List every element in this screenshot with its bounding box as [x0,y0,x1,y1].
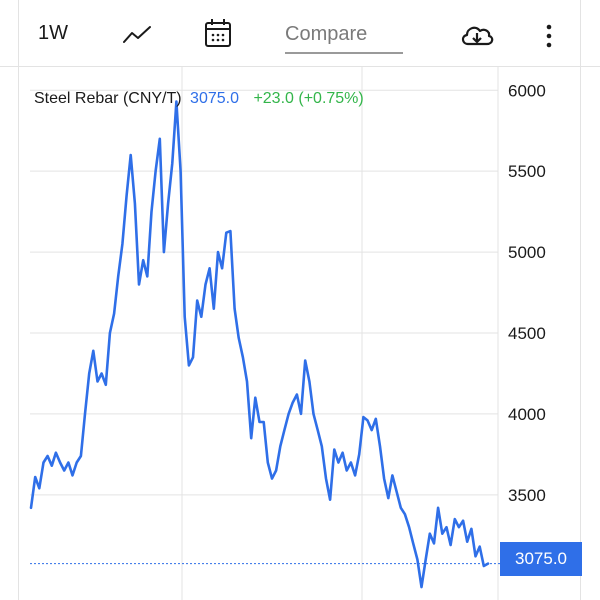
y-tick-label: 5000 [508,243,546,262]
line-chart-icon[interactable] [122,24,152,46]
chart-frame [18,0,581,600]
chart-title: Steel Rebar (CNY/T) [34,90,182,107]
range-selector[interactable]: 1W [38,22,68,44]
calendar-icon[interactable] [204,18,232,48]
cloud-download-icon[interactable] [459,22,495,48]
price-series-line [29,100,490,589]
last-price: 3075.0 [190,90,239,107]
chart-toolbar: 1W Compare [0,0,600,67]
chart-header: Steel Rebar (CNY/T) 3075.0 +23.0 (+0.75%… [34,90,364,108]
more-vertical-icon[interactable] [544,24,554,48]
last-price-tag: 3075.0 [500,542,582,576]
y-tick-label: 4000 [508,405,546,424]
compare-input[interactable]: Compare [285,22,403,54]
y-tick-label: 4500 [508,324,546,343]
price-change: +23.0 (+0.75%) [253,90,364,107]
compare-placeholder: Compare [285,23,368,45]
y-tick-label: 5500 [508,162,546,181]
y-tick-label: 3500 [508,486,546,505]
y-tick-label: 6000 [508,81,546,100]
